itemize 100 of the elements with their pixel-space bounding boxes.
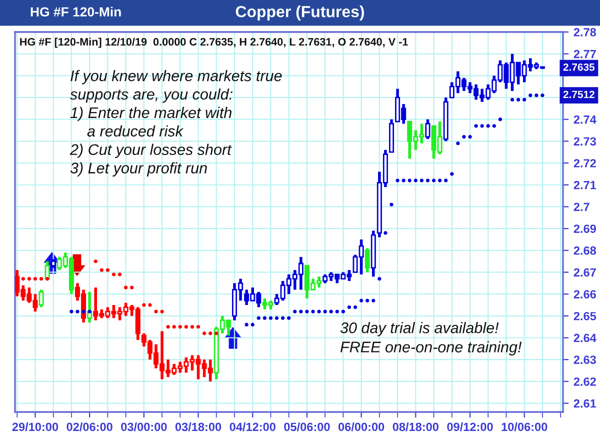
- point: [293, 310, 297, 314]
- point: [390, 202, 394, 206]
- y-tick-label: 2.73: [574, 137, 596, 146]
- y-tick-label: 2.62: [574, 377, 596, 386]
- point: [196, 324, 200, 329]
- point: [94, 259, 98, 264]
- annotation: If you knew where markets true supports are, you could: 1) Enter the market with a reduced risk 2) Cut your losses short 3) Let your profit run: [70, 70, 282, 176]
- point: [184, 324, 188, 329]
- point: [190, 324, 194, 329]
- point: [468, 134, 472, 139]
- x-tick-label: 08/18:00: [392, 422, 438, 432]
- y-tick-label: 2.77: [574, 50, 596, 58]
- point: [148, 303, 152, 307]
- text: 2.7512: [563, 90, 594, 98]
- point: [408, 178, 412, 182]
- x-tick-label: 10/06:00: [502, 422, 548, 432]
- point: [341, 310, 346, 314]
- point: [39, 276, 44, 281]
- y-tick-label: 2.7: [574, 202, 590, 211]
- x-tick-label: 04/12:00: [230, 422, 276, 432]
- x-tick-label: 05/06:00: [284, 422, 330, 432]
- point: [88, 310, 92, 314]
- point: [396, 178, 400, 182]
- point: [280, 316, 285, 320]
- y-tick-label: 2.67: [574, 268, 596, 277]
- chart-subtitle: HG #F [120-Min] 12/10/19 0.0000 C 2.7635, H 2.7640, L 2.7631, O 2.7640, V -1: [20, 38, 408, 48]
- point: [287, 316, 291, 320]
- x-tick-label: 03/18:00: [175, 422, 222, 432]
- point: [100, 268, 104, 272]
- point: [492, 124, 496, 128]
- point: [274, 316, 279, 320]
- point: [268, 316, 273, 320]
- x-tick-label: 09/12:00: [447, 422, 493, 432]
- point: [45, 276, 50, 281]
- point: [426, 178, 430, 182]
- point: [432, 178, 436, 182]
- point: [353, 305, 358, 310]
- point: [76, 310, 80, 314]
- point: [444, 178, 448, 182]
- y-tick-label: 2.69: [574, 224, 596, 233]
- point: [335, 310, 339, 314]
- point: [384, 231, 388, 235]
- point: [262, 316, 267, 320]
- point: [323, 310, 327, 314]
- point: [486, 124, 490, 128]
- point: [456, 142, 460, 146]
- point: [450, 172, 454, 176]
- y-tick-label: 2.72: [574, 159, 596, 168]
- point: [142, 303, 146, 307]
- text: HG #F 120-Min: [30, 6, 121, 17]
- y-tick-label: 2.78: [574, 28, 596, 36]
- x-tick-label: 03/00:00: [121, 422, 167, 432]
- x-tick-label: 02/06:00: [66, 422, 112, 432]
- point: [516, 98, 520, 102]
- y-tick-label: 2.61: [574, 399, 596, 408]
- point: [244, 322, 248, 326]
- point: [106, 268, 110, 272]
- y-tick-label: 2.74: [574, 115, 596, 124]
- point: [82, 310, 86, 314]
- point: [528, 93, 532, 98]
- point: [378, 276, 382, 281]
- point: [347, 305, 352, 310]
- y-tick-label: 2.68: [574, 246, 596, 255]
- point: [118, 272, 122, 276]
- point: [359, 298, 364, 302]
- point: [250, 322, 254, 326]
- point: [70, 310, 74, 314]
- point: [402, 178, 406, 182]
- point: [305, 310, 309, 314]
- point: [414, 178, 418, 182]
- point: [214, 332, 218, 336]
- point: [172, 324, 176, 329]
- point: [420, 178, 424, 182]
- candlestick: [38, 288, 44, 309]
- y-tick-label: 2.66: [574, 290, 596, 298]
- y-tick-label: 2.71: [574, 180, 596, 190]
- chart-title: Copper (Futures): [236, 6, 364, 20]
- point: [498, 118, 502, 122]
- point: [462, 134, 466, 139]
- point: [160, 310, 164, 314]
- point: [510, 98, 514, 102]
- point: [166, 324, 170, 329]
- point: [256, 316, 260, 320]
- x-tick-label: 06/00:00: [338, 422, 384, 432]
- y-tick-label: 2.64: [574, 334, 596, 342]
- point: [311, 310, 315, 314]
- point: [178, 324, 182, 329]
- point: [27, 276, 32, 281]
- point: [540, 93, 544, 98]
- x-tick-label: 29/10:00: [12, 422, 58, 432]
- candlestick: [364, 246, 370, 274]
- point: [130, 286, 134, 290]
- point: [33, 276, 38, 281]
- annotation: 30 day trial is available! FREE one-on-one training!: [340, 322, 522, 356]
- y-tick-label: 2.65: [574, 312, 596, 320]
- y-tick-label: 2.63: [574, 356, 596, 364]
- point: [208, 332, 212, 336]
- text: 2.7635: [563, 63, 595, 71]
- point: [299, 310, 303, 314]
- point: [124, 286, 128, 290]
